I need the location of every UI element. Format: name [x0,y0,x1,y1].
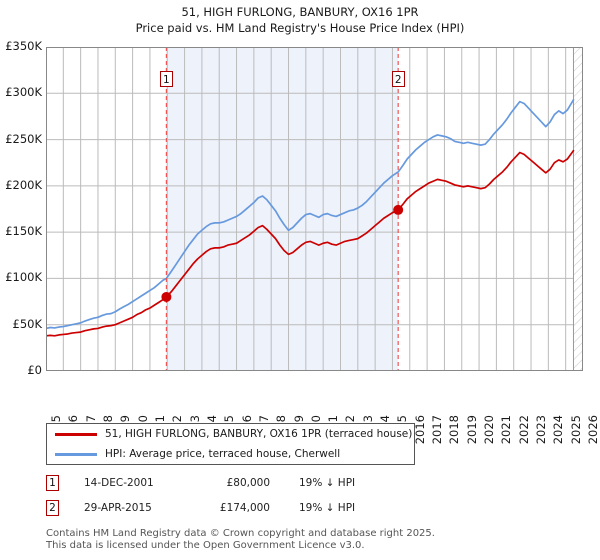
transaction-date-1: 14-DEC-2001 [84,477,154,489]
x-tick-label: 2016 [412,415,427,445]
grid-lines [46,47,583,371]
y-tick-label: £200K [5,177,42,192]
legend-color-swatch-hpi [55,453,97,456]
x-tick-label: 2024 [551,415,566,445]
transaction-list: 1 14-DEC-2001 £80,000 19% ↓ HPI 2 29-APR… [46,473,466,523]
x-tick-label: 2018 [447,415,462,445]
footer-line-1: Contains HM Land Registry data © Crown c… [46,528,435,539]
x-tick-label: 2020 [482,415,497,445]
y-tick-label: £350K [5,39,42,53]
y-axis-labels: £0 £50K £100K £150K £200K £250K £300K £350K [0,0,46,376]
transaction-price-1: £80,000 [226,477,270,489]
y-tick-label: £250K [5,131,42,146]
highlight-band [166,47,399,371]
transaction-row-2[interactable]: 2 29-APR-2015 £174,000 19% ↓ HPI [46,498,466,523]
transaction-price-2: £174,000 [219,502,270,514]
chart-title-block: 51, HIGH FURLONG, BANBURY, OX16 1PR Pric… [0,4,600,36]
page-title: 51, HIGH FURLONG, BANBURY, OX16 1PR [181,5,419,19]
y-tick-label: £300K [5,85,42,100]
legend-label-hpi: HPI: Average price, terraced house, Cher… [105,448,341,460]
y-tick-label: £50K [12,316,43,331]
plot-event-marker-2[interactable]: 2 [391,71,405,87]
attribution-footer: Contains HM Land Registry data © Crown c… [46,528,586,552]
page-subtitle: Price paid vs. HM Land Registry's House … [135,21,465,35]
footer-line-2: This data is licensed under the Open Gov… [46,540,365,551]
chart-canvas [46,47,583,371]
y-tick-label: £100K [5,270,42,285]
chart-legend: 51, HIGH FURLONG, BANBURY, OX16 1PR (ter… [46,423,415,465]
transaction-badge-1: 1 [46,475,59,491]
x-tick-label: 2026 [586,415,600,445]
y-tick-label: £0 [27,363,42,377]
transaction-hpi-delta-2: 19% ↓ HPI [299,502,356,514]
x-tick-label: 2019 [464,415,479,445]
chart-plot-area [46,47,583,371]
legend-item-hpi[interactable]: HPI: Average price, terraced house, Cher… [47,444,414,465]
transaction-point-markers [161,204,404,302]
plot-event-marker-1[interactable]: 1 [159,71,173,87]
transaction-date-2: 29-APR-2015 [84,502,152,514]
transaction-hpi-delta-1: 19% ↓ HPI [299,477,356,489]
transaction-row-1[interactable]: 1 14-DEC-2001 £80,000 19% ↓ HPI [46,473,466,498]
x-tick-label: 2022 [516,415,531,445]
y-tick-label: £150K [5,224,42,239]
data-series-layer [46,98,575,337]
transaction-badge-2: 2 [46,500,59,516]
x-tick-label: 2023 [534,415,549,445]
no-data-hatch-region [572,47,583,371]
x-axis-labels: 1995199619971998199920002001200220032004… [0,373,600,444]
legend-color-swatch-price-paid [55,433,97,436]
x-tick-label: 2025 [568,415,583,445]
legend-item-price-paid[interactable]: 51, HIGH FURLONG, BANBURY, OX16 1PR (ter… [47,424,414,445]
legend-label-price-paid: 51, HIGH FURLONG, BANBURY, OX16 1PR (ter… [105,428,413,440]
x-tick-label: 2021 [499,415,514,445]
x-tick-label: 2017 [430,415,445,445]
